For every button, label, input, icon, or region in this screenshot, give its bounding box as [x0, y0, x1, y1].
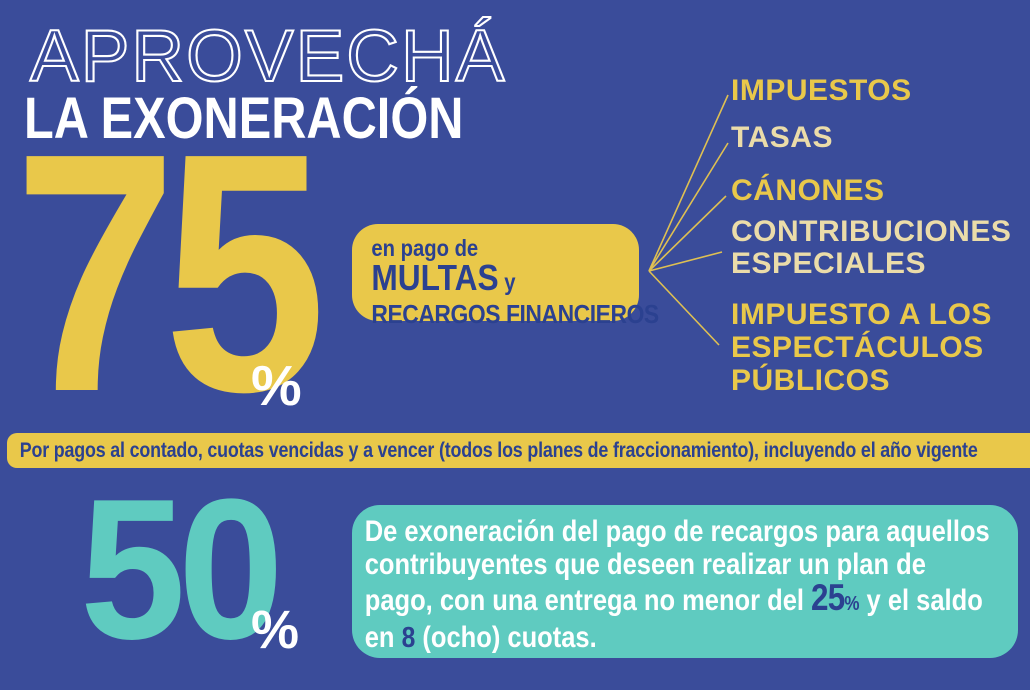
headline-bold: LA EXONERACIÓN: [24, 86, 464, 151]
multas-box-line2: MULTAS y: [371, 260, 604, 299]
tax-item-contribuciones-especiales: CONTRIBUCIONES ESPECIALES: [731, 215, 1012, 280]
plan-line3: pago, con una entrega no menor del 25% y…: [364, 577, 983, 618]
cuotas-count: 8: [401, 622, 416, 654]
multas-recargos-box: en pago de MULTAS y RECARGOS FINANCIEROS: [352, 224, 659, 329]
plan-line1: De exoneración del pago de recargos para…: [364, 515, 990, 548]
discount-75-value: 75: [14, 83, 326, 463]
multas-box-line1: en pago de: [371, 235, 479, 261]
tax-item-impuestos: IMPUESTOS: [731, 74, 912, 107]
tax-item-tasas: TASAS: [731, 121, 833, 154]
tax-item-canones: CÁNONES: [731, 174, 885, 207]
conditions-banner-text: Por pagos al contado, cuotas vencidas y …: [19, 439, 978, 462]
tax-item-impuesto-espectaculos: IMPUESTO A LOS ESPECTÁCULOS PÚBLICOS: [731, 298, 992, 397]
entrega-percent-value: 25: [811, 577, 845, 618]
multas-conjunction: y: [498, 269, 516, 295]
plan-line2: contribuyentes que deseen realizar un pl…: [364, 548, 926, 581]
conditions-banner: Por pagos al contado, cuotas vencidas y …: [7, 433, 1030, 468]
recargos-label: RECARGOS FINANCIEROS: [371, 299, 659, 329]
headline-light: APROVECHÁ: [29, 16, 507, 97]
payment-plan-box: De exoneración del pago de recargos para…: [352, 505, 1018, 658]
discount-50-value: 50: [80, 458, 284, 681]
entrega-percent-sign: %: [844, 593, 860, 615]
discount-50-percent-sign: %: [251, 600, 300, 660]
discount-75-percent-sign: %: [251, 354, 302, 418]
plan-line4: en 8 (ocho) cuotas.: [364, 621, 597, 654]
multas-label: MULTAS: [371, 257, 499, 298]
